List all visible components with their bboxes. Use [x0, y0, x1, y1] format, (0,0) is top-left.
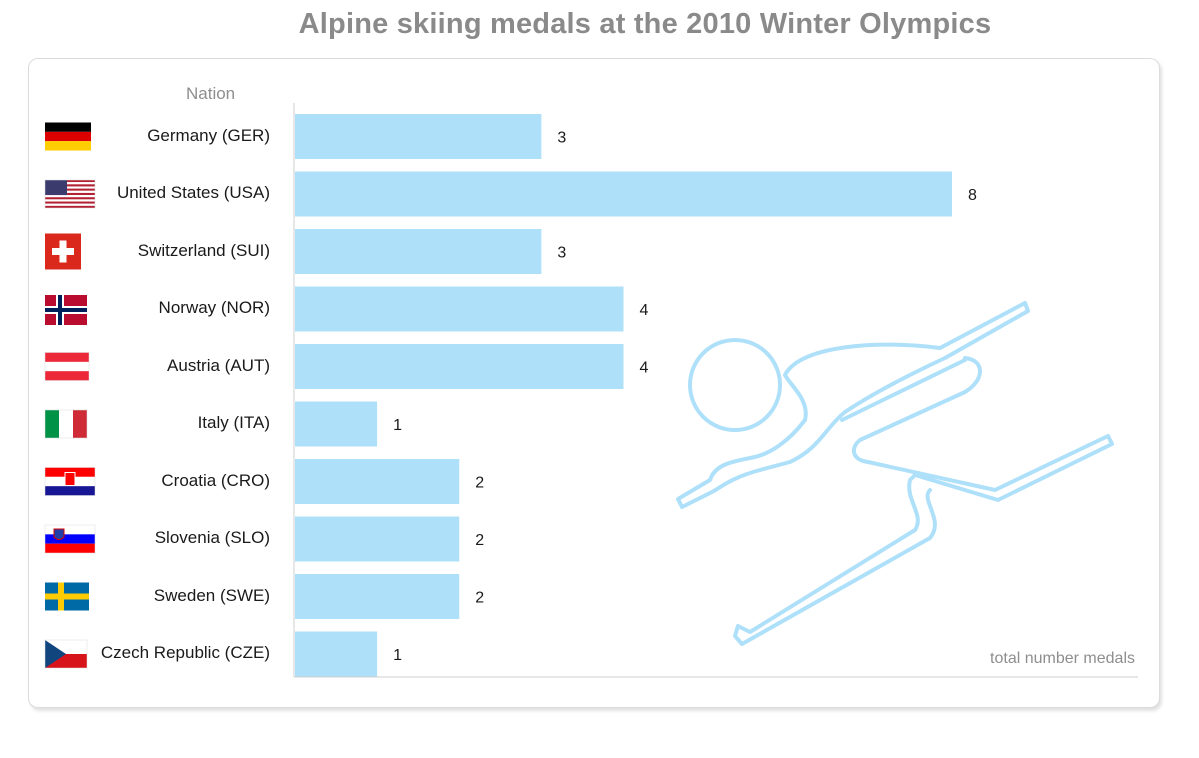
bar-value-label: 2 [475, 532, 484, 549]
bar [295, 114, 542, 159]
bar [295, 286, 624, 332]
croatia-flag-icon [44, 467, 96, 496]
bar [295, 344, 624, 389]
germany-flag-icon [45, 122, 91, 151]
norway-flag-icon [45, 295, 87, 325]
sweden-flag-icon [45, 582, 89, 611]
bar [295, 171, 952, 217]
switzerland-flag-icon [45, 233, 81, 270]
czech-flag-icon [44, 639, 88, 669]
bar [295, 631, 378, 677]
category-header: Nation [186, 84, 236, 103]
slovenia-flag-icon [44, 524, 96, 554]
bar-value-label: 1 [393, 417, 402, 434]
category-label: Czech Republic (CZE) [100, 643, 270, 662]
bar [295, 574, 460, 619]
category-label: United States (USA) [116, 183, 270, 202]
bar-value-label: 8 [968, 187, 977, 204]
bar-value-label: 2 [475, 590, 484, 607]
bars-group [295, 114, 952, 677]
category-label: Croatia (CRO) [161, 470, 270, 490]
category-label: Italy (ITA) [197, 413, 270, 432]
bar-value-label: 4 [640, 360, 649, 377]
italy-flag-icon [44, 409, 88, 439]
bar-value-label: 3 [557, 245, 566, 262]
category-label: Slovenia (SLO) [154, 528, 270, 547]
bar-value-label: 4 [640, 302, 649, 319]
category-label: Sweden (SWE) [153, 585, 270, 605]
category-label: Norway (NOR) [158, 298, 270, 317]
chart-title: Alpine skiing medals at the 2010 Winter … [298, 8, 992, 40]
bar-value-label: 1 [393, 647, 402, 664]
bar-value-label: 3 [557, 130, 566, 147]
bar [295, 516, 460, 562]
usa-flag-icon [44, 179, 96, 209]
bar [295, 229, 542, 274]
category-label: Germany (GER) [147, 125, 270, 145]
bar-value-label: 2 [475, 475, 484, 492]
category-label: Switzerland (SUI) [137, 240, 270, 260]
bar [295, 401, 378, 447]
category-label: Austria (AUT) [167, 355, 270, 375]
skier-icon [676, 301, 1114, 646]
flags-group [44, 122, 96, 669]
bar [295, 459, 460, 504]
x-axis-label: total number medals [990, 650, 1135, 667]
austria-flag-icon [44, 352, 90, 381]
value-labels-group: 3 8 3 4 4 1 2 2 2 1 [393, 130, 977, 665]
